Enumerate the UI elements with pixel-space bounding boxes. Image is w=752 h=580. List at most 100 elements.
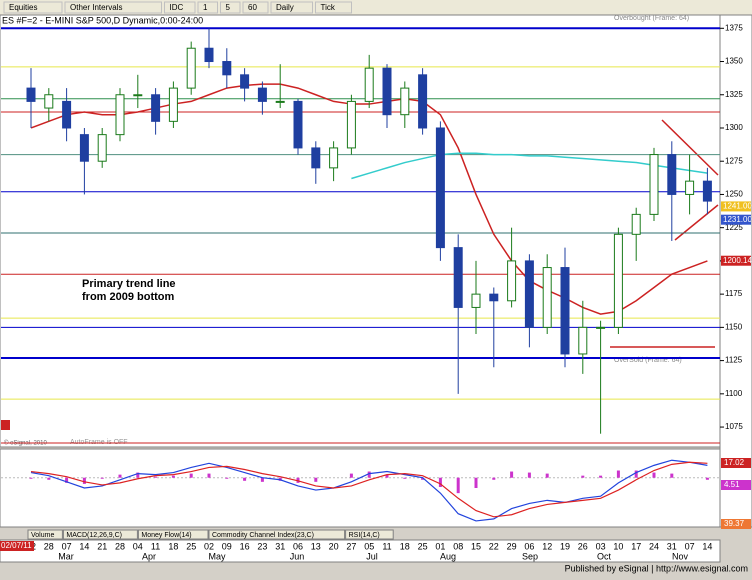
y-tick-label: 1300: [725, 123, 743, 132]
x-tick-label: 11: [151, 541, 160, 551]
x-tick-label: 10: [613, 541, 623, 551]
histogram-bar: [243, 477, 247, 481]
toolbar-button[interactable]: [270, 1, 313, 14]
price-box: [721, 201, 751, 212]
toolbar-label[interactable]: Other Intervals: [70, 3, 122, 12]
candle-body: [151, 94, 161, 122]
candle-body: [613, 233, 623, 328]
y-tick-label: 1075: [725, 422, 743, 431]
x-tick-label: 19: [560, 541, 570, 551]
histogram-bar: [705, 477, 709, 480]
toolbar-button[interactable]: [64, 1, 162, 14]
histogram-bar: [171, 475, 175, 478]
channel-line: [674, 204, 719, 241]
toolbar-label[interactable]: Equities: [9, 3, 37, 12]
candle-body: [400, 87, 410, 116]
candle-body: [240, 74, 250, 89]
histogram-bar: [474, 477, 478, 488]
histogram-bar: [581, 475, 585, 478]
histogram-bar: [652, 472, 656, 478]
x-tick-label: 24: [649, 541, 659, 551]
histogram-bar: [207, 473, 211, 478]
histogram-bar: [189, 473, 193, 478]
y-tick-label: 1150: [725, 322, 743, 331]
tab-label[interactable]: RSI(14,C): [349, 532, 380, 539]
histogram-bar: [260, 477, 264, 482]
toolbar-button[interactable]: [315, 1, 352, 14]
x-tick-label: 06: [293, 541, 303, 551]
histogram-bar: [100, 477, 104, 479]
histogram-bar: [403, 477, 407, 479]
tab[interactable]: [27, 529, 63, 540]
y-tick-label: 1375: [725, 23, 743, 32]
toolbar-button[interactable]: [242, 1, 269, 14]
y-tick-label: 1350: [725, 57, 743, 66]
x-tick-label: 28: [115, 541, 125, 551]
annotation: from 2009 bottom: [82, 291, 175, 303]
y-tick-label: 1100: [725, 389, 743, 398]
month-label: Aug: [440, 551, 456, 561]
toolbar-label[interactable]: 1: [203, 3, 208, 12]
tab-label[interactable]: Volume: [31, 532, 54, 539]
x-tick-label: 07: [62, 541, 72, 551]
toolbar-label[interactable]: 5: [226, 3, 231, 12]
indicator-box-label: 17.02: [724, 458, 745, 467]
candle-body: [133, 94, 143, 97]
date-cursor-box: [0, 541, 34, 551]
toolbar-label[interactable]: IDC: [170, 3, 184, 12]
tab[interactable]: [345, 529, 394, 540]
candle-body: [311, 147, 321, 169]
y-tick-label: 1225: [725, 223, 743, 232]
histogram-bar: [29, 477, 33, 479]
tab[interactable]: [137, 529, 209, 540]
x-tick-label: 18: [400, 541, 410, 551]
candle-body: [62, 100, 72, 129]
toolbar-label[interactable]: Daily: [276, 3, 294, 12]
candle-body: [649, 154, 659, 215]
p-marker: [1, 420, 10, 430]
tab[interactable]: [62, 529, 138, 540]
x-tick-label: 17: [631, 541, 641, 551]
x-tick-label: 28: [44, 541, 54, 551]
x-tick-label: 11: [382, 541, 391, 551]
tab-label[interactable]: Commodity Channel Index(23,C): [212, 532, 314, 539]
x-tick-label: 27: [346, 541, 356, 551]
toolbar-label[interactable]: Tick: [321, 3, 336, 12]
overbought-label: Overbought (Frame: 64): [614, 15, 689, 22]
x-tick-label: 03: [596, 541, 606, 551]
date-cursor: 02/07/11: [1, 541, 32, 550]
indicator-pane: [0, 448, 721, 528]
tab-label[interactable]: Money Flow(14): [141, 532, 191, 539]
histogram-bar: [118, 474, 122, 478]
toolbar-button[interactable]: [3, 1, 63, 14]
histogram-bar: [65, 477, 69, 483]
tab[interactable]: [208, 529, 346, 540]
x-tick-label: 13: [311, 541, 321, 551]
month-label: Oct: [597, 551, 612, 561]
y-tick-label: 1125: [725, 356, 743, 365]
y-tick-label: 1175: [725, 289, 743, 298]
x-tick-label: 20: [329, 541, 339, 551]
x-tick-label: 01: [435, 541, 445, 551]
price-pane: [0, 14, 721, 448]
x-tick-label: 26: [578, 541, 588, 551]
x-tick-label: 06: [524, 541, 534, 551]
histogram-bar: [545, 473, 549, 478]
toolbar-button[interactable]: [220, 1, 241, 14]
candle-body: [685, 180, 695, 195]
candle-body: [79, 134, 89, 162]
moving-average: [351, 152, 708, 180]
toolbar-label[interactable]: 60: [248, 3, 257, 12]
price-box-label: 1241.00: [723, 202, 752, 211]
tab-label[interactable]: MACD(12,26,9,C): [66, 532, 122, 539]
indicator-box-label: 4.51: [724, 480, 740, 489]
x-tick-label: 07: [685, 541, 695, 551]
toolbar-button[interactable]: [197, 1, 218, 14]
x-tick-label: 08: [453, 541, 463, 551]
toolbar-button[interactable]: [164, 1, 196, 14]
candle-body: [596, 326, 606, 329]
candle-body: [329, 147, 339, 169]
histogram-bar: [349, 473, 353, 478]
x-tick-label: 21: [97, 541, 107, 551]
